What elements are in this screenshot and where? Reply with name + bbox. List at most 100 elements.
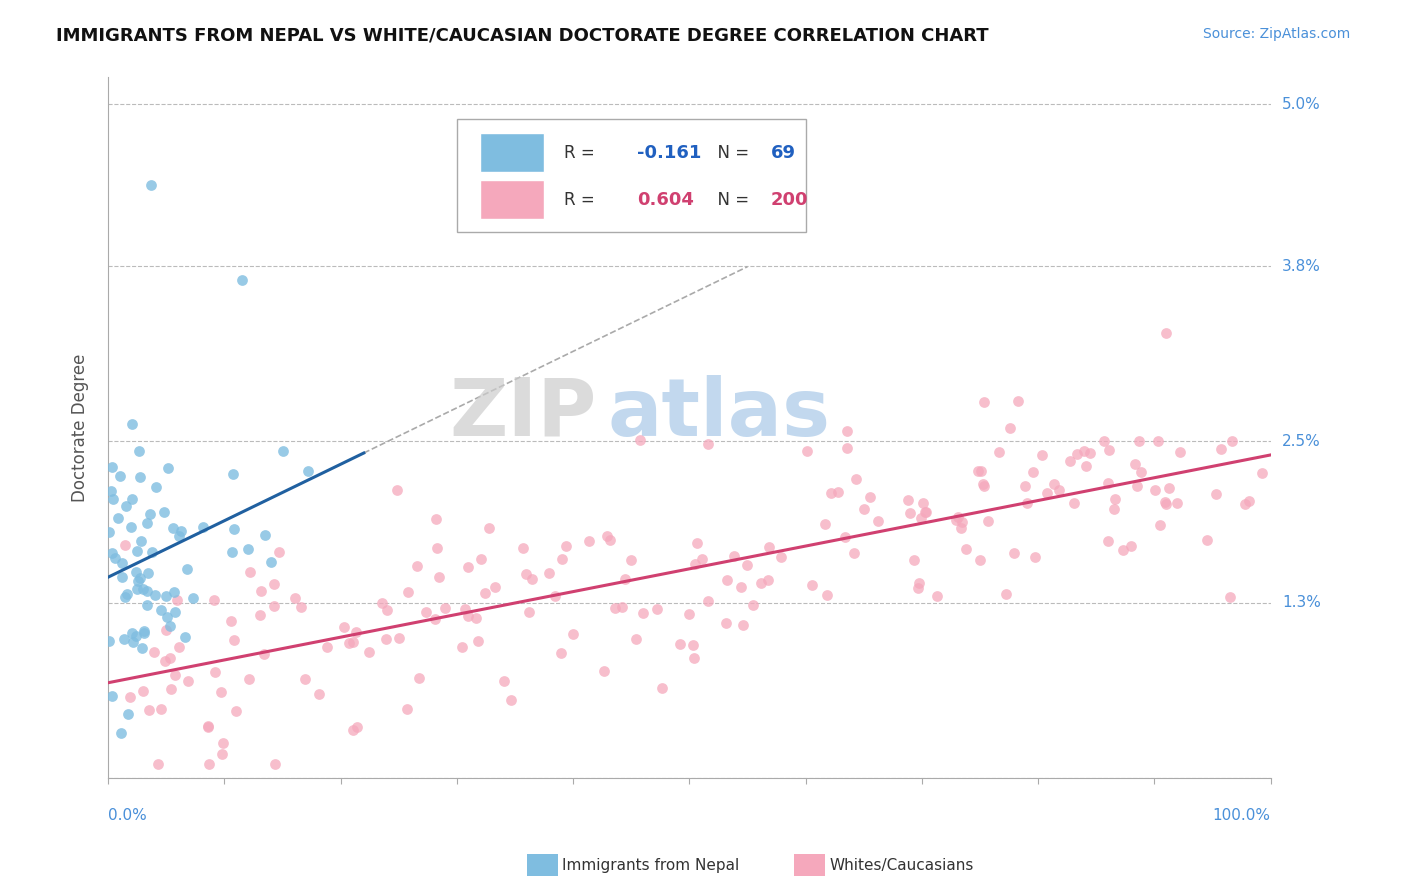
Text: N =: N = <box>707 145 754 162</box>
Text: 5.0%: 5.0% <box>1282 97 1320 112</box>
Point <box>408 671 430 685</box>
Point <box>142 645 165 659</box>
Point <box>273 443 295 458</box>
Point <box>159 619 181 633</box>
Point <box>166 592 188 607</box>
Point <box>117 706 139 721</box>
Point <box>236 542 259 557</box>
Y-axis label: Doctorate Degree: Doctorate Degree <box>72 353 89 502</box>
Point <box>141 545 163 559</box>
Point <box>1112 543 1135 558</box>
Text: IMMIGRANTS FROM NEPAL VS WHITE/CAUCASIAN DOCTORATE DEGREE CORRELATION CHART: IMMIGRANTS FROM NEPAL VS WHITE/CAUCASIAN… <box>56 27 988 45</box>
Point <box>1146 434 1168 449</box>
Point <box>125 582 148 596</box>
Point <box>176 562 198 576</box>
Point <box>117 586 139 600</box>
Point <box>742 598 765 612</box>
Point <box>145 480 167 494</box>
FancyBboxPatch shape <box>457 120 806 232</box>
Point <box>478 521 501 535</box>
Text: 69: 69 <box>770 145 796 162</box>
Point <box>238 673 260 687</box>
Point <box>647 602 669 616</box>
Point <box>110 725 132 739</box>
Point <box>499 693 522 707</box>
Point <box>758 540 780 554</box>
Point <box>167 528 190 542</box>
Point <box>614 572 637 586</box>
Point <box>294 672 316 686</box>
Point <box>628 433 651 447</box>
Point <box>149 603 172 617</box>
Point <box>263 599 285 614</box>
Point <box>454 601 477 615</box>
Point <box>114 500 136 514</box>
Point <box>1251 466 1274 480</box>
Text: -0.161: -0.161 <box>637 145 702 162</box>
Point <box>131 641 153 656</box>
Point <box>457 560 479 574</box>
Point <box>1149 517 1171 532</box>
Text: 1.3%: 1.3% <box>1282 595 1320 610</box>
Point <box>375 632 398 647</box>
Point <box>599 533 621 547</box>
Point <box>134 626 156 640</box>
Point <box>1074 458 1097 473</box>
Point <box>651 681 673 696</box>
Point <box>1092 434 1115 449</box>
Point <box>121 417 143 431</box>
Point <box>1237 494 1260 508</box>
Text: atlas: atlas <box>607 375 831 452</box>
Point <box>723 549 745 564</box>
Point <box>820 485 842 500</box>
Point <box>139 178 162 193</box>
Point <box>204 665 226 679</box>
Point <box>125 544 148 558</box>
Point <box>129 534 152 549</box>
Point <box>1031 448 1053 462</box>
Point <box>690 552 713 566</box>
Point <box>1047 483 1070 497</box>
Point <box>1078 446 1101 460</box>
Point <box>903 553 925 567</box>
Point <box>682 638 704 652</box>
Point <box>733 617 755 632</box>
Point <box>950 515 973 529</box>
Text: R =: R = <box>564 191 600 209</box>
Point <box>209 685 232 699</box>
Point <box>155 623 177 637</box>
Point <box>907 576 929 591</box>
Point <box>337 636 360 650</box>
Point <box>120 520 142 534</box>
Point <box>112 632 135 646</box>
Point <box>578 533 600 548</box>
Point <box>1002 546 1025 560</box>
Point <box>114 538 136 552</box>
Point <box>138 507 160 521</box>
Point <box>1168 445 1191 459</box>
Point <box>519 605 541 619</box>
Point <box>973 479 995 493</box>
Point <box>593 664 616 678</box>
Point <box>603 600 626 615</box>
Point <box>202 592 225 607</box>
Point <box>1220 434 1243 449</box>
Point <box>426 541 449 555</box>
Point <box>396 701 419 715</box>
Point <box>249 607 271 622</box>
Point <box>683 558 706 572</box>
Point <box>131 683 153 698</box>
Point <box>758 573 780 587</box>
Point <box>912 496 935 510</box>
Point <box>429 569 451 583</box>
Bar <box>479 180 544 219</box>
Point <box>100 484 122 499</box>
Point <box>1128 434 1150 449</box>
Text: 0.604: 0.604 <box>637 191 695 209</box>
Point <box>969 553 991 567</box>
Point <box>1063 496 1085 510</box>
Point <box>686 535 709 549</box>
Point <box>1017 496 1039 510</box>
Text: 0.0%: 0.0% <box>108 808 146 823</box>
Point <box>177 674 200 689</box>
